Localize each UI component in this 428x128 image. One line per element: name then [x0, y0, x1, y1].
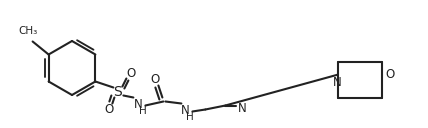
Text: O: O — [151, 73, 160, 86]
Text: O: O — [385, 68, 395, 81]
Text: N: N — [181, 104, 190, 117]
Text: O: O — [105, 103, 114, 116]
Text: N: N — [238, 102, 247, 115]
Text: H: H — [185, 111, 193, 121]
Text: S: S — [113, 84, 122, 99]
Text: H: H — [139, 105, 146, 115]
Text: CH₃: CH₃ — [18, 25, 37, 35]
Text: N: N — [134, 98, 143, 111]
Text: O: O — [127, 67, 136, 80]
Text: N: N — [333, 76, 342, 89]
